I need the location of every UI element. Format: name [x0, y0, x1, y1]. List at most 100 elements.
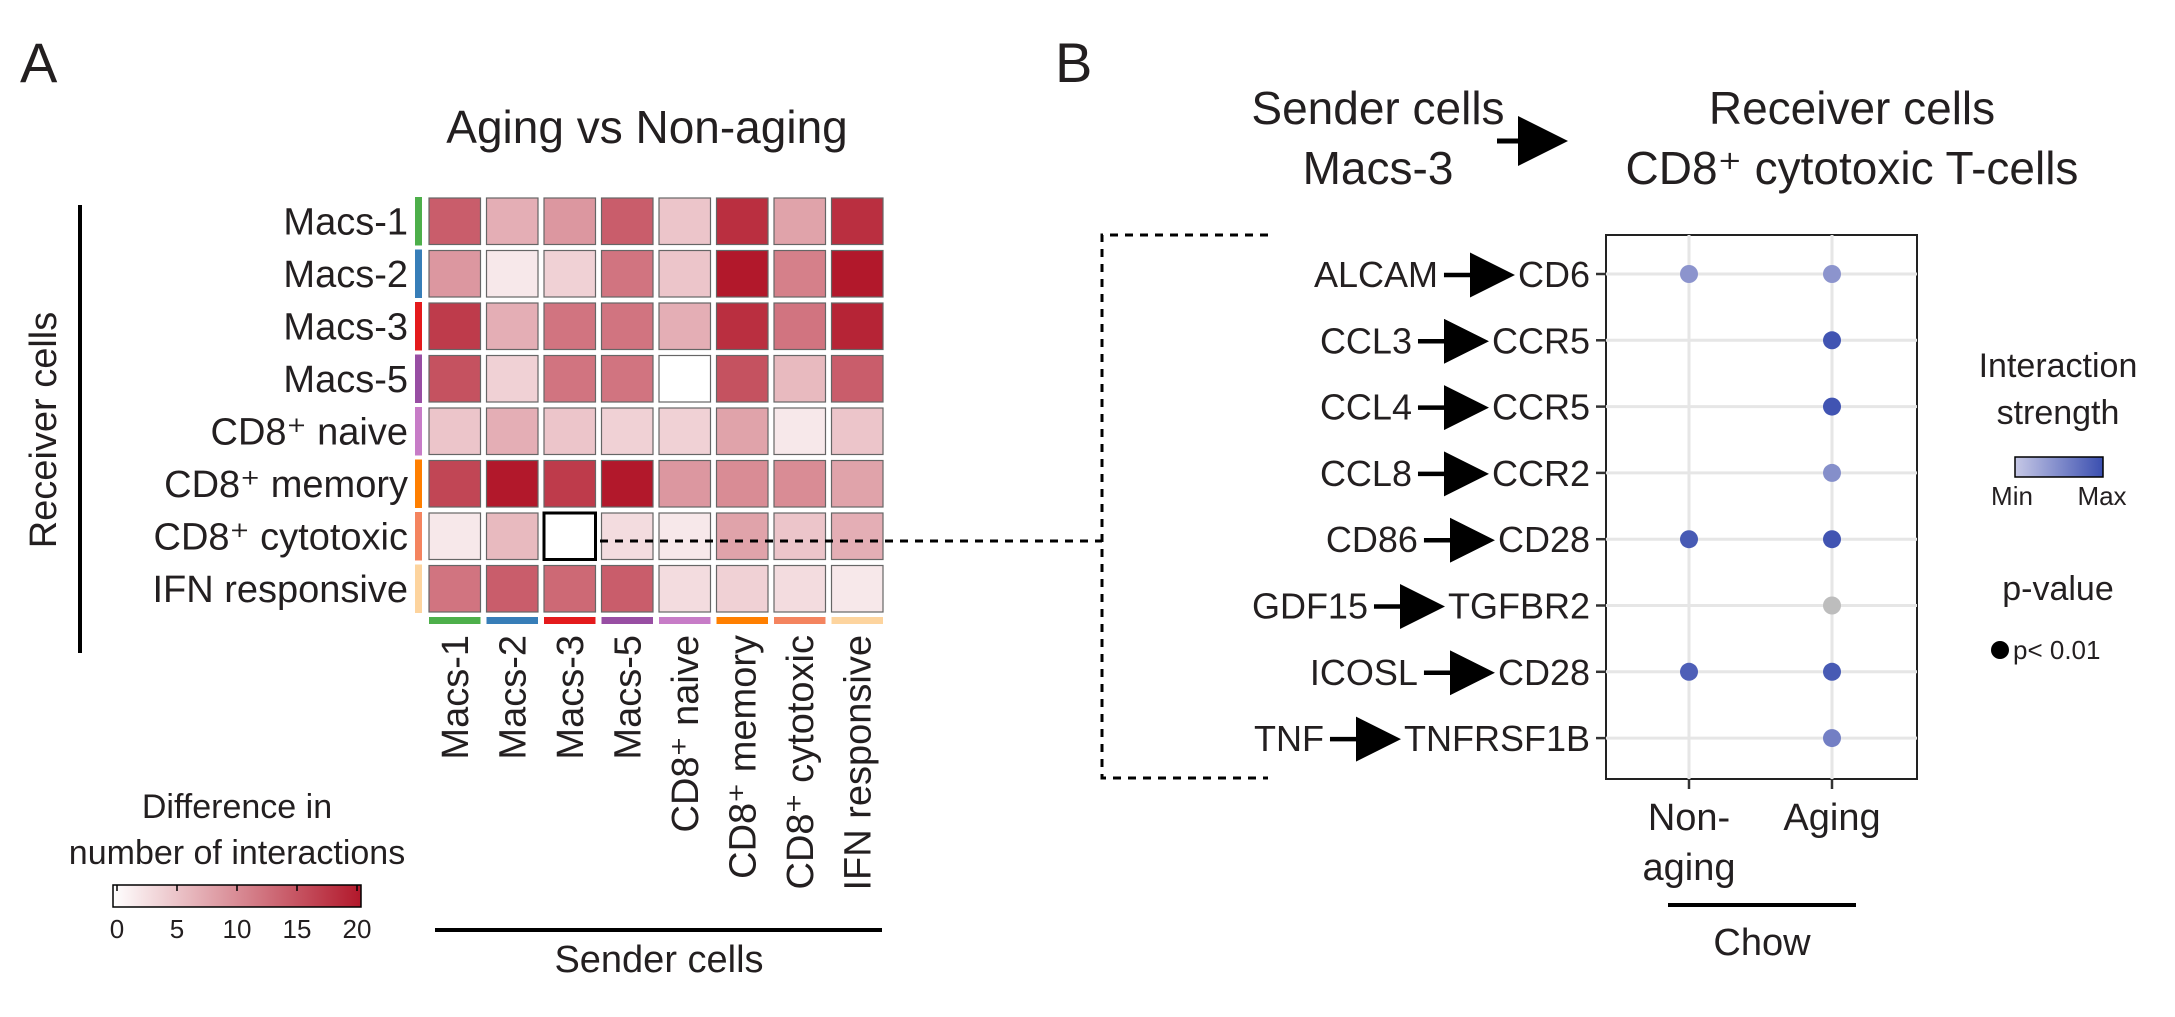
heatmap-cell	[600, 564, 654, 613]
dotplot-point	[1823, 662, 1841, 681]
column-color-bar	[659, 617, 711, 624]
heat-legend-tick-label: 15	[283, 914, 312, 944]
heatmap-cell	[600, 249, 654, 298]
heatmap-cell	[428, 249, 482, 298]
dotplot-point	[1823, 729, 1841, 748]
heatmap-cell	[773, 249, 827, 298]
heatmap-column-label: CD8⁺ memory	[722, 635, 764, 879]
heatmap-cell	[830, 197, 884, 246]
pvalue-legend-title: p-value	[2002, 570, 2114, 608]
xcat-label-aging: Aging	[1783, 797, 1880, 839]
panel-a-letter: A	[20, 31, 58, 94]
heatmap-cell	[830, 564, 884, 613]
heat-legend-title-1: Difference in	[142, 788, 332, 826]
heatmap-cell	[830, 512, 884, 561]
heatmap-cell	[543, 249, 597, 298]
receptor-label: CD28	[1498, 519, 1590, 560]
heatmap-cell	[715, 302, 769, 351]
strength-legend-title-1: Interaction	[1979, 347, 2138, 385]
dotplot-point	[1823, 331, 1841, 350]
receiver-title-1: Receiver cells	[1709, 82, 1995, 134]
sender-title-1: Sender cells	[1251, 82, 1504, 134]
heatmap-cell	[428, 302, 482, 351]
heatmap-cell	[773, 512, 827, 561]
receiver-axis-title: Receiver cells	[23, 312, 65, 549]
xcat-label-nonaging-2: aging	[1643, 847, 1736, 889]
column-color-bar	[486, 617, 538, 624]
heatmap-cell	[600, 512, 654, 561]
dotplot-point	[1823, 463, 1841, 482]
ligand-label: CD86	[1326, 519, 1418, 560]
heatmap-cell	[428, 197, 482, 246]
row-color-bar	[415, 302, 422, 351]
heatmap-cell	[715, 354, 769, 403]
heatmap-cell	[715, 249, 769, 298]
ligand-label: TNF	[1254, 718, 1324, 759]
heatmap-column-label: CD8⁺ naive	[665, 635, 707, 832]
heatmap-cell	[485, 512, 539, 561]
heatmap-cell	[543, 564, 597, 613]
row-color-bar	[415, 249, 422, 298]
pvalue-legend-dot	[1991, 641, 2009, 659]
heatmap-column-label: Macs-2	[492, 635, 534, 760]
panel-b-letter: B	[1055, 31, 1092, 94]
heatmap-cell	[543, 354, 597, 403]
heatmap-column-label: Macs-5	[607, 635, 649, 760]
column-color-bar	[716, 617, 768, 624]
receptor-label: CCR5	[1492, 387, 1590, 428]
row-color-bar	[415, 197, 422, 246]
heatmap-cell	[658, 512, 712, 561]
heatmap-cell	[658, 249, 712, 298]
pvalue-legend-label: p< 0.01	[2013, 635, 2100, 665]
heatmap-cell	[830, 302, 884, 351]
dotplot-point	[1680, 530, 1698, 549]
strength-legend-colorbar	[2014, 456, 2104, 478]
dotplot-point	[1823, 265, 1841, 283]
heatmap-cell	[600, 197, 654, 246]
heat-legend-tick-label: 5	[170, 914, 184, 944]
heatmap-cell	[485, 302, 539, 351]
heatmap-cell	[658, 354, 712, 403]
heat-legend-title-2: number of interactions	[69, 834, 405, 872]
sender-title-2: Macs-3	[1303, 142, 1454, 194]
receptor-label: CD28	[1498, 652, 1590, 693]
heatmap-cell	[715, 564, 769, 613]
strength-legend-max: Max	[2077, 481, 2126, 511]
row-color-bar	[415, 459, 422, 508]
heatmap-row-label: IFN responsive	[152, 569, 408, 611]
receptor-label: CD6	[1518, 254, 1590, 295]
heatmap-cell	[600, 302, 654, 351]
heatmap-cell	[658, 459, 712, 508]
sender-axis-title: Sender cells	[554, 939, 763, 981]
heatmap-cell	[485, 249, 539, 298]
column-color-bar	[429, 617, 481, 624]
heatmap-row-label: Macs-1	[283, 201, 408, 243]
heatmap-cell	[773, 564, 827, 613]
heatmap-cell	[600, 459, 654, 508]
heatmap-cell	[773, 302, 827, 351]
heatmap-cell	[485, 459, 539, 508]
heatmap-cell	[715, 197, 769, 246]
receptor-label: TGFBR2	[1448, 586, 1590, 627]
heatmap-row-label: CD8⁺ naive	[211, 411, 408, 453]
column-color-bar	[774, 617, 826, 624]
xcat-label-nonaging-1: Non-	[1648, 797, 1730, 839]
receptor-label: CCR5	[1492, 320, 1590, 361]
heatmap-cell	[658, 197, 712, 246]
heatmap-cell	[485, 564, 539, 613]
heatmap-cell	[830, 459, 884, 508]
heatmap-row-label: Macs-5	[283, 359, 408, 401]
column-color-bar	[601, 617, 653, 624]
heat-legend-tick-label: 10	[223, 914, 252, 944]
heatmap-cell	[543, 197, 597, 246]
heatmap-cell	[773, 407, 827, 456]
row-color-bar	[415, 407, 422, 456]
heatmap-column-label: Macs-3	[550, 635, 592, 760]
heatmap-column-label: CD8⁺ cytotoxic	[780, 635, 822, 889]
heatmap-cell	[428, 354, 482, 403]
heat-legend-tick-label: 20	[343, 914, 372, 944]
chow-axis-title: Chow	[1713, 922, 1811, 964]
heatmap-cell	[830, 249, 884, 298]
heatmap-row-label: CD8⁺ cytotoxic	[154, 516, 408, 558]
column-color-bar	[544, 617, 596, 624]
